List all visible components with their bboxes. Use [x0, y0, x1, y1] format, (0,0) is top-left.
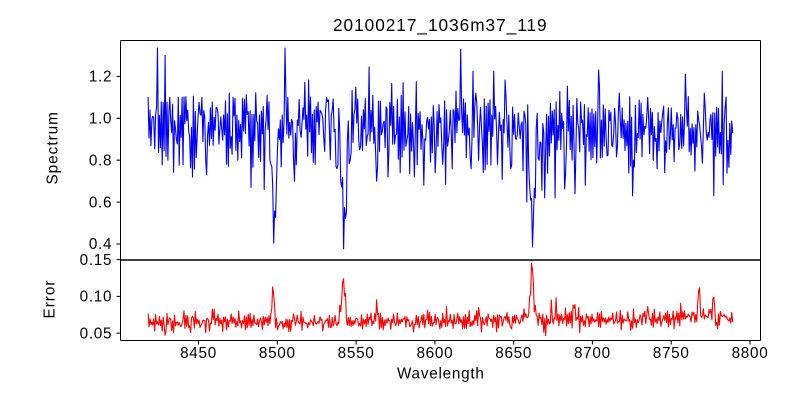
svg-text:1.2: 1.2	[89, 69, 112, 86]
svg-text:20100217_1036m37_119: 20100217_1036m37_119	[333, 15, 548, 35]
svg-text:8450: 8450	[180, 345, 217, 362]
svg-text:0.4: 0.4	[89, 236, 112, 253]
svg-text:0.15: 0.15	[80, 252, 113, 269]
svg-text:0.8: 0.8	[89, 152, 112, 169]
svg-text:8500: 8500	[259, 345, 296, 362]
svg-text:8800: 8800	[732, 345, 769, 362]
svg-text:Wavelength: Wavelength	[397, 366, 485, 383]
svg-text:0.6: 0.6	[89, 194, 112, 211]
svg-text:8650: 8650	[495, 345, 532, 362]
svg-text:8700: 8700	[574, 345, 611, 362]
svg-text:Spectrum: Spectrum	[45, 111, 62, 184]
svg-text:0.10: 0.10	[80, 289, 113, 306]
svg-text:1.0: 1.0	[89, 111, 112, 128]
svg-text:Error: Error	[42, 280, 59, 319]
svg-text:0.05: 0.05	[80, 325, 113, 342]
svg-text:8750: 8750	[653, 345, 690, 362]
svg-text:8600: 8600	[416, 345, 453, 362]
svg-text:8550: 8550	[338, 345, 375, 362]
